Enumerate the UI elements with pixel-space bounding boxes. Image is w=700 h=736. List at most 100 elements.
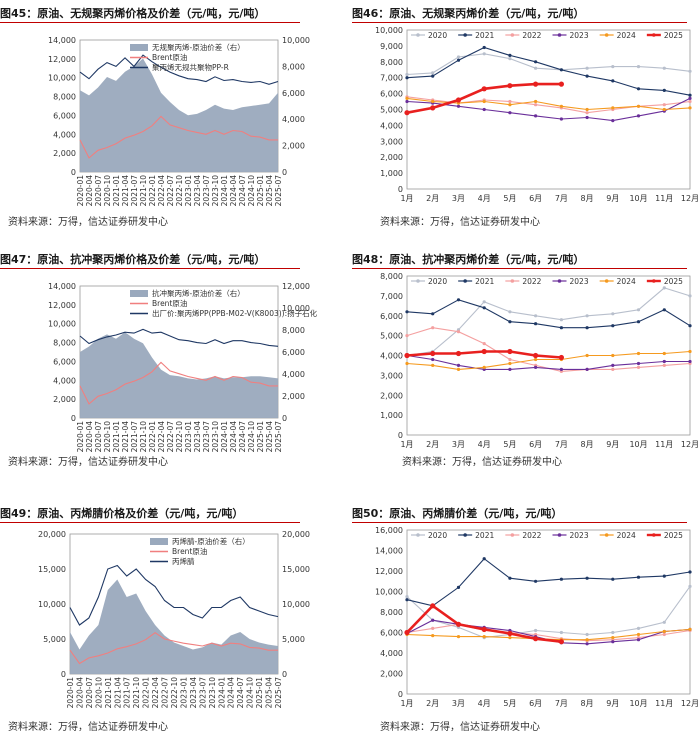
y-tick-label: 8,000	[380, 58, 403, 67]
chart-title: 图50：原油、丙烯腈价差（元/吨，元/吨）	[352, 507, 563, 520]
x-tick-label: 2020-07	[85, 677, 94, 709]
legend-marker	[463, 533, 467, 537]
y-left-tick-label: 8,000	[53, 93, 76, 102]
x-tick-label: 12月	[681, 194, 699, 203]
chart-panel-49: 图49：原油、丙烯腈价格及价差（元/吨，元/吨） 0 5,000 10,000 15,…	[0, 500, 347, 736]
legend-label: 2021	[475, 31, 494, 40]
legend-label: 2024	[617, 31, 636, 40]
legend-label: 2023	[570, 531, 589, 540]
legend-marker	[510, 33, 515, 37]
y-left-tick-label: 14,000	[48, 282, 76, 291]
data-point	[688, 349, 692, 354]
y-right-tick-label: 4,000	[282, 115, 305, 124]
x-tick-label: 1月	[400, 440, 413, 449]
x-tick-label: 2021-01	[112, 175, 121, 207]
data-point	[482, 557, 486, 561]
line-series-2024	[406, 97, 691, 111]
x-tick-label: 8月	[581, 194, 594, 203]
data-point	[507, 348, 513, 355]
data-point	[431, 99, 435, 104]
y-tick-label: 3,000	[380, 137, 403, 146]
x-tick-label: 2022-04	[151, 677, 160, 709]
legend-label: 2025	[664, 531, 683, 540]
data-point	[636, 104, 641, 108]
x-tick-label: 1月	[400, 194, 413, 203]
y-left-tick-label: 12,000	[48, 301, 76, 310]
legend-label: 2020	[428, 31, 447, 40]
data-point	[508, 361, 512, 366]
y-right-tick-label: 5,000	[282, 635, 305, 644]
data-point	[559, 577, 563, 581]
y-left-tick-label: 10,000	[48, 320, 76, 329]
y-tick-label: 6,000	[380, 90, 403, 99]
data-point	[558, 81, 564, 87]
title-rule	[0, 22, 300, 23]
y-tick-label: 6,000	[380, 312, 403, 321]
chart-48: 0 1,000 2,000 3,000 4,000 5,000 6,000 7,000 8,00…	[380, 272, 699, 449]
x-tick-label: 6月	[529, 699, 542, 708]
x-tick-label: 2022-01	[148, 421, 157, 453]
x-tick-label: 10月	[629, 440, 647, 449]
legend-marker	[463, 33, 467, 37]
legend-label: 2022	[522, 277, 541, 286]
y-left-tick-label: 6,000	[53, 357, 76, 366]
data-point	[662, 359, 666, 364]
data-point	[688, 627, 692, 631]
data-point	[508, 53, 512, 57]
y-tick-label: 10,000	[375, 26, 403, 35]
data-point	[585, 115, 589, 120]
data-point	[662, 66, 666, 70]
data-point	[662, 620, 666, 624]
data-point	[688, 570, 692, 574]
y-left-tick-label: 4,000	[53, 130, 76, 139]
data-point	[611, 367, 615, 371]
chart-title: 图49：原油、丙烯腈价格及价差（元/吨，元/吨）	[0, 507, 244, 520]
chart-title: 图46：原油、无规聚丙烯价差（元/吨，元/吨）	[352, 7, 585, 20]
data-point	[611, 65, 615, 69]
legend-label: 2024	[617, 531, 636, 540]
data-point	[456, 104, 461, 108]
x-tick-label: 2025-01	[256, 175, 265, 207]
data-point	[508, 111, 512, 115]
data-point	[431, 74, 435, 78]
title-rule	[0, 522, 300, 523]
data-point	[688, 324, 692, 328]
data-point	[611, 636, 615, 640]
plot-frame	[406, 29, 691, 190]
x-tick-label: 12月	[681, 699, 699, 708]
line-series-2021	[406, 46, 691, 96]
legend-label: 聚丙烯无规共聚物PP-R	[152, 62, 229, 72]
x-tick-label: 9月	[606, 194, 619, 203]
data-point	[611, 353, 615, 358]
chart-panel-50: 图50：原油、丙烯腈价差（元/吨，元/吨） 0 2,000 4,000 6,000 8,…	[352, 500, 700, 736]
data-point	[534, 66, 538, 70]
y-tick-label: 1,000	[380, 411, 403, 420]
x-tick-label: 2020-01	[76, 421, 85, 453]
data-point	[585, 74, 589, 78]
data-point	[636, 65, 641, 69]
x-tick-label: 2023-04	[193, 421, 202, 453]
x-tick-label: 2023-10	[211, 175, 220, 207]
data-point	[611, 324, 615, 328]
x-tick-label: 8月	[581, 699, 594, 708]
data-point	[585, 642, 589, 646]
x-tick-label: 2025-01	[256, 421, 265, 453]
x-tick-label: 2023-01	[184, 175, 193, 207]
x-tick-label: 2022-07	[161, 677, 170, 709]
x-tick-label: 6月	[529, 194, 542, 203]
legend-marker	[604, 279, 609, 283]
legend-label: 2020	[428, 277, 447, 286]
x-tick-label: 3月	[452, 699, 465, 708]
x-tick-label: 12月	[681, 440, 699, 449]
x-tick-label: 6月	[529, 440, 542, 449]
data-point	[508, 310, 512, 314]
data-point	[534, 322, 538, 326]
legend-marker	[557, 33, 562, 37]
x-tick-label: 2023-07	[198, 677, 207, 709]
legend-label: 2022	[522, 531, 541, 540]
line-series	[69, 632, 278, 665]
data-point	[534, 314, 538, 318]
x-tick-label: 2020-04	[75, 677, 84, 709]
data-point	[585, 638, 589, 642]
x-tick-label: 2020-04	[85, 421, 94, 453]
